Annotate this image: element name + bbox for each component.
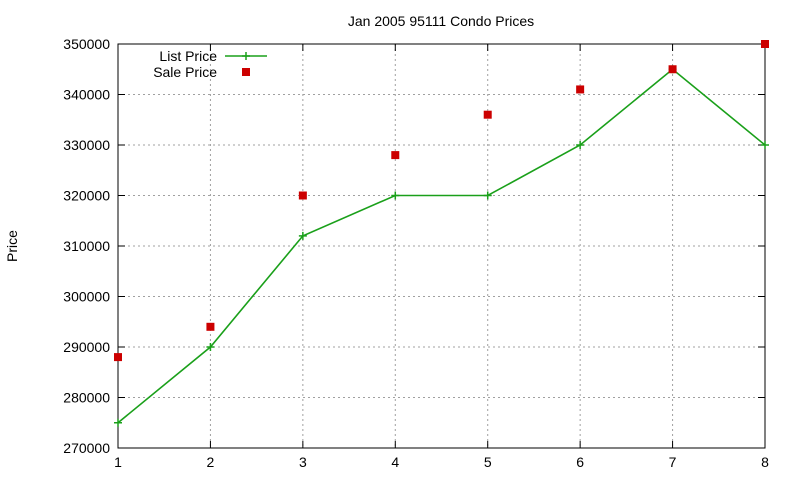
plot-frame: [117, 43, 766, 449]
x-tick-label: 2: [207, 454, 215, 470]
data-point-square: [114, 353, 122, 362]
data-point-plus: [114, 418, 122, 427]
data-point-plus: [391, 191, 400, 200]
x-tick-label: 4: [391, 454, 399, 470]
y-tick-label: 340000: [63, 87, 110, 103]
data-point-square: [668, 65, 677, 74]
x-tick-label: 1: [114, 454, 122, 470]
series-line-0: [117, 68, 766, 424]
legend-plus-marker: [242, 52, 250, 60]
y-tick-label: 350000: [63, 36, 110, 52]
x-tick-label: 6: [576, 454, 584, 470]
y-tick-label: 330000: [63, 137, 110, 153]
data-point-square: [483, 110, 492, 119]
data-point-square: [576, 85, 585, 94]
y-tick-label: 300000: [63, 289, 110, 305]
y-tick-label: 290000: [63, 339, 110, 355]
axis-ticks: 1 2 3 4 5 6 7 8 270000 280000 290000 300000 310000 32…: [63, 36, 769, 470]
legend-square-marker: [242, 68, 250, 76]
chart-title: Jan 2005 95111 Condo Prices: [348, 13, 534, 29]
data-point-square: [298, 191, 307, 200]
data-point-plus: [206, 343, 215, 351]
data-point-square: [761, 40, 769, 48]
x-tick-label: 8: [761, 454, 769, 470]
x-tick-label: 5: [484, 454, 492, 470]
data-point-plus: [298, 231, 307, 240]
x-tick-label: 7: [669, 454, 677, 470]
y-tick-label: 320000: [63, 188, 110, 204]
data-point-square: [391, 151, 400, 160]
y-tick-label: 270000: [63, 440, 110, 456]
x-tick-label: 3: [299, 454, 307, 470]
y-tick-label: 310000: [63, 238, 110, 254]
y-axis-label: Price: [4, 230, 20, 262]
series-layer: [114, 40, 769, 427]
data-point-plus: [483, 191, 492, 200]
data-point-plus: [761, 141, 769, 149]
data-point-plus: [576, 141, 585, 149]
legend-label: Sale Price: [153, 64, 217, 80]
y-tick-label: 280000: [63, 390, 110, 406]
grid-lines: [118, 44, 765, 448]
data-point-square: [206, 322, 215, 331]
legend-label: List Price: [159, 48, 217, 64]
